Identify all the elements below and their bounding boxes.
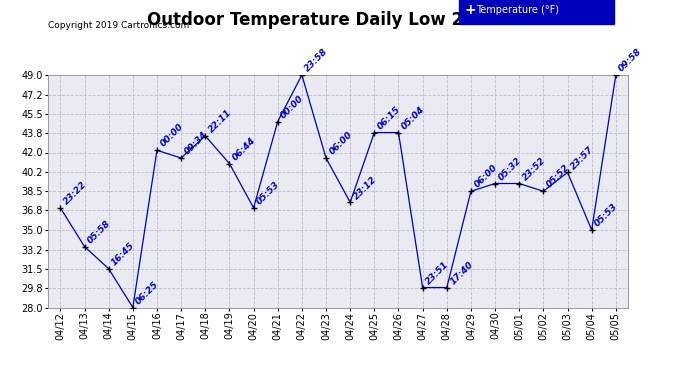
Text: 16:45: 16:45 [110,241,137,267]
Text: 23:58: 23:58 [304,47,330,74]
Text: Temperature (°F): Temperature (°F) [476,5,559,15]
Text: 06:25: 06:25 [135,279,161,306]
Text: 09:58: 09:58 [618,47,644,74]
Text: +: + [464,3,476,17]
Text: 17:40: 17:40 [448,260,475,286]
Text: 06:00: 06:00 [473,163,499,190]
Text: 23:57: 23:57 [569,144,595,171]
Text: 00:00: 00:00 [159,122,185,149]
Text: 05:53: 05:53 [255,180,282,207]
Text: 06:44: 06:44 [231,136,257,162]
Text: Outdoor Temperature Daily Low 20190506: Outdoor Temperature Daily Low 20190506 [146,11,544,29]
Text: 23:12: 23:12 [352,174,378,201]
Text: 23:51: 23:51 [424,260,451,286]
Text: 05:04: 05:04 [400,105,426,131]
Text: 05:32: 05:32 [497,156,523,182]
Text: 06:00: 06:00 [328,130,354,157]
Text: 23:22: 23:22 [62,180,88,207]
Text: Copyright 2019 Cartronics.com: Copyright 2019 Cartronics.com [48,21,190,30]
Text: 05:58: 05:58 [86,219,112,245]
Text: 05:53: 05:53 [593,202,620,229]
Text: 00:00: 00:00 [279,93,306,120]
Text: 05:52: 05:52 [545,163,571,190]
Text: 23:52: 23:52 [521,156,547,182]
Text: 22:11: 22:11 [207,108,233,135]
Text: 09:34: 09:34 [183,130,209,157]
Text: 06:15: 06:15 [376,105,402,131]
